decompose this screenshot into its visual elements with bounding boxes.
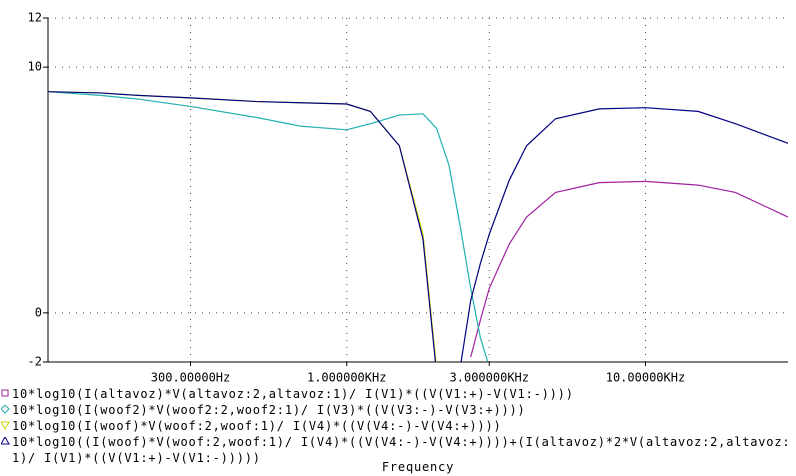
series-line [48,91,489,362]
legend: 10*log10(I(altavoz)*V(altavoz:2,altavoz:… [0,386,796,466]
legend-label: 10*log10(I(altavoz)*V(altavoz:2,altavoz:… [12,387,574,401]
legend-entry: 10*log10(I(woof)*V(woof:2,woof:1)/ I(V4)… [0,418,794,434]
y-tick-label: 10 [28,60,42,74]
series-line [48,91,788,362]
x-tick-label: 10.00000KHz [606,371,685,385]
legend-symbol [1,421,10,430]
chart: -2 0 10 12 300.00000Hz 1.000000KHz 3.000000KHz… [28,11,788,385]
legend-label: 10*log10(I(woof2)*V(woof2:2,woof2:1)/ I(… [12,403,526,417]
legend-symbol [1,437,10,445]
legend-symbol [1,405,10,414]
y-tick-label: 0 [35,305,42,319]
x-tick-label: 1.000000KHz [307,371,386,385]
legend-marker [1,437,10,445]
y-tick-label: 12 [28,11,42,25]
legend-symbol [1,389,9,397]
series-line [470,180,788,358]
x-axis-title: Frequency [381,460,455,474]
legend-marker [1,421,10,430]
legend-label: 10*log10(I(woof)*V(woof:2,woof:1)/ I(V4)… [12,419,502,433]
y-tick-label: -2 [28,355,42,369]
legend-marker [1,389,9,397]
x-tick-label: 3.000000KHz [450,371,529,385]
legend-entry: 10*log10((I(woof)*V(woof:2,woof:1)/ I(V4… [0,434,794,466]
legend-label: 10*log10((I(woof)*V(woof:2,woof:1)/ I(V4… [12,435,791,465]
legend-marker [1,405,10,414]
x-tick-label: 300.00000Hz [151,371,230,385]
series-line [48,91,437,362]
legend-entry: 10*log10(I(woof2)*V(woof2:2,woof2:1)/ I(… [0,402,794,418]
legend-entry: 10*log10(I(altavoz)*V(altavoz:2,altavoz:… [0,386,794,402]
